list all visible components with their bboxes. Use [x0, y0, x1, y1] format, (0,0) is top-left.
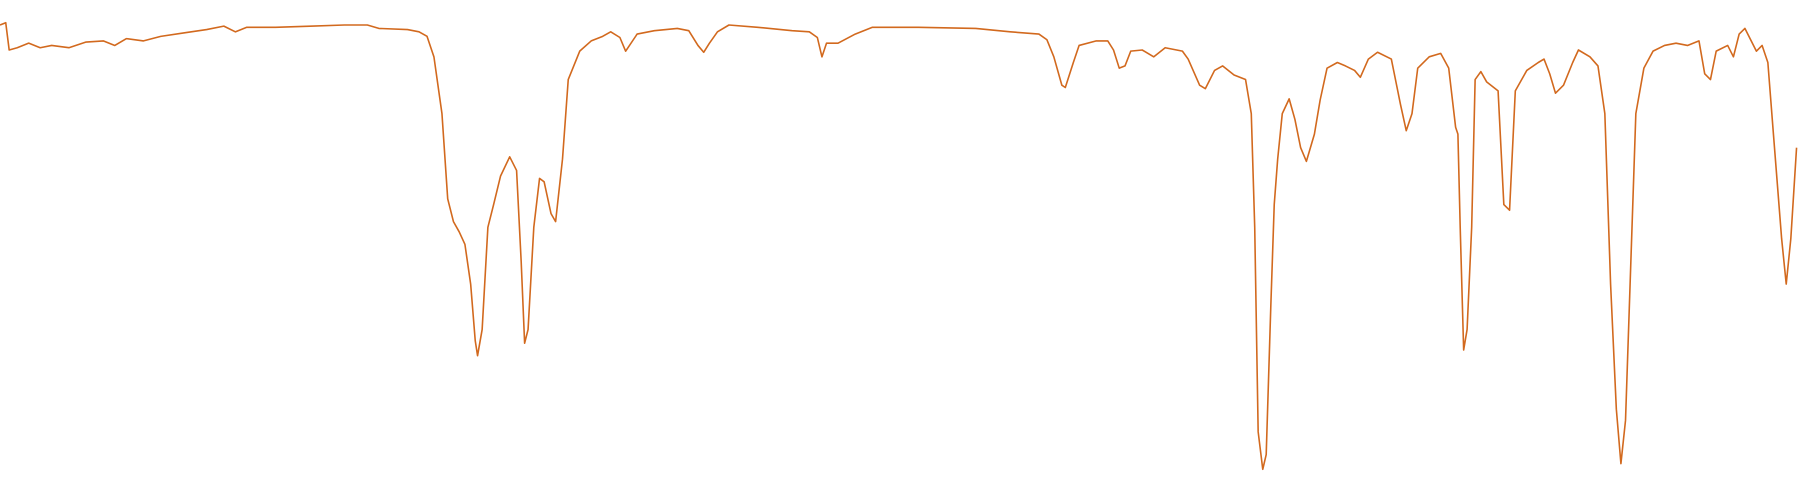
spectrum-line — [0, 21, 1798, 471]
